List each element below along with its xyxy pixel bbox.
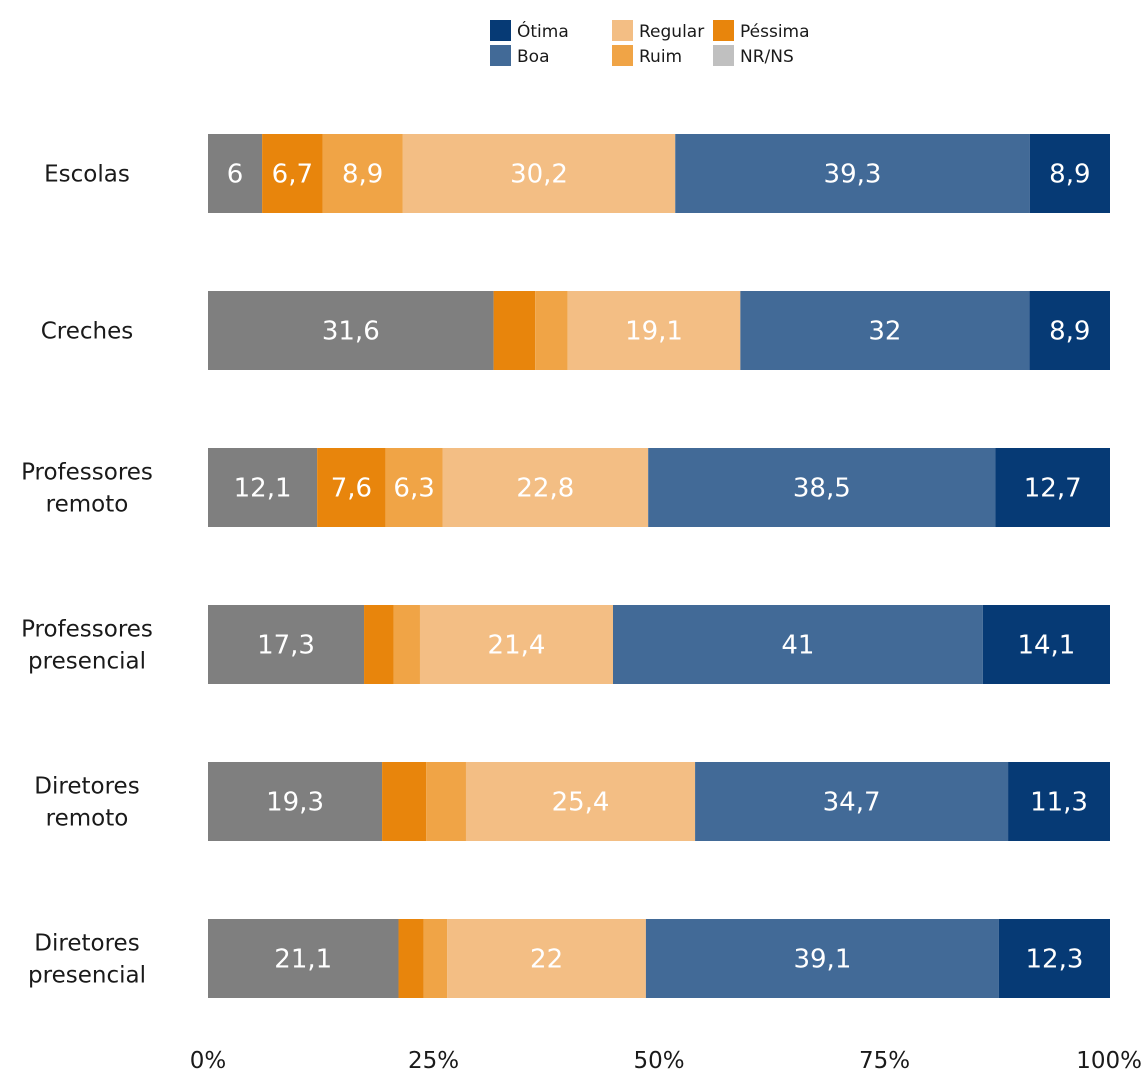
category-label-professores-presencial-line2: presencial [28,649,146,675]
bar-professores-presencial-pessima [364,605,394,684]
data-label-diretores-remoto-regular: 25,4 [552,788,610,818]
data-label-creches-nr-ns: 31,6 [322,317,380,347]
legend-label-regular: Regular [639,22,704,42]
data-label-professores-remoto-nr-ns: 12,1 [234,474,292,504]
bar-diretores-remoto-nr-ns [208,762,383,841]
bar-diretores-remoto-otima [1008,762,1110,841]
x-tick-label-25: 25% [408,1048,459,1074]
bar-diretores-remoto-ruim [426,762,466,841]
category-label-professores-remoto-line2: remoto [46,492,129,518]
x-tick-label-100: 100% [1076,1048,1142,1074]
data-label-escolas-nr-ns: 6 [227,160,244,190]
data-label-escolas-pessima: 6,7 [272,160,313,190]
x-tick-label-0: 0% [190,1048,227,1074]
bar-creches-pessima [493,291,536,370]
bar-escolas-ruim [322,134,403,213]
bar-escolas-boa [675,134,1030,213]
category-label-diretores-remoto-line1: Diretores [34,774,139,800]
data-label-professores-presencial-regular: 21,4 [488,631,546,661]
bar-creches-regular [567,291,741,370]
bar-professores-remoto-pessima [317,448,386,527]
bar-professores-remoto-nr-ns [208,448,318,527]
bar-professores-presencial-regular [419,605,613,684]
legend-swatch-regular [612,20,633,41]
data-label-diretores-remoto-boa: 34,7 [823,788,881,818]
legend-swatch-nr-ns [713,45,734,66]
x-tick-label-50: 50% [633,1048,684,1074]
data-label-escolas-otima: 8,9 [1049,160,1090,190]
bar-escolas-regular [402,134,676,213]
bar-diretores-presencial-regular [447,919,646,998]
data-label-escolas-regular: 30,2 [510,160,568,190]
data-label-professores-remoto-regular: 22,8 [516,474,574,504]
data-label-diretores-remoto-otima: 11,3 [1030,788,1088,818]
legend-swatch-ruim [612,45,633,66]
legend: Ótima Boa Regular Ruim Péssima NR/NS [490,20,810,67]
data-label-escolas-boa: 39,3 [824,160,882,190]
category-label-diretores-presencial-line2: presencial [28,963,146,989]
data-label-professores-remoto-ruim: 6,3 [393,474,434,504]
bar-diretores-remoto-regular [465,762,696,841]
data-label-diretores-presencial-boa: 39,1 [793,945,851,975]
bar-professores-remoto-boa [648,448,996,527]
x-axis: 0% 25% 50% 75% 100% [190,1048,1142,1074]
data-label-professores-presencial-boa: 41 [781,631,814,661]
bar-diretores-presencial-nr-ns [208,919,399,998]
data-label-creches-otima: 8,9 [1049,317,1090,347]
legend-label-pessima: Péssima [740,22,810,42]
bars: 6 6,7 8,9 30,2 39,3 8,9 31,6 19,1 32 8,9 12,1 7,6 6,… [208,134,1110,998]
bar-professores-presencial-nr-ns [208,605,365,684]
bar-diretores-presencial-otima [998,919,1110,998]
bar-creches-ruim [535,291,568,370]
data-label-professores-presencial-nr-ns: 17,3 [257,631,315,661]
legend-swatch-otima [490,20,511,41]
bar-professores-presencial-boa [612,605,983,684]
data-label-diretores-remoto-nr-ns: 19,3 [266,788,324,818]
data-label-diretores-presencial-regular: 22 [530,945,563,975]
bar-diretores-presencial-pessima [398,919,424,998]
data-label-professores-presencial-otima: 14,1 [1017,631,1075,661]
category-label-professores-presencial-line1: Professores [21,617,153,643]
bar-escolas-pessima [262,134,323,213]
bar-diretores-presencial-ruim [423,919,448,998]
x-tick-label-75: 75% [859,1048,910,1074]
data-label-creches-boa: 32 [868,317,901,347]
data-label-creches-regular: 19,1 [625,317,683,347]
bar-creches-nr-ns [208,291,494,370]
category-labels: Escolas Creches Professores remoto Professor… [21,162,153,989]
legend-label-ruim: Ruim [639,47,682,67]
bar-professores-remoto-ruim [385,448,443,527]
bar-professores-presencial-ruim [393,605,420,684]
bar-diretores-remoto-boa [695,762,1009,841]
bar-diretores-remoto-pessima [382,762,427,841]
legend-label-boa: Boa [517,47,549,67]
category-label-professores-remoto-line1: Professores [21,460,153,486]
legend-swatch-boa [490,45,511,66]
bar-escolas-otima [1029,134,1110,213]
category-label-creches: Creches [41,319,134,345]
data-label-diretores-presencial-nr-ns: 21,1 [274,945,332,975]
data-label-professores-remoto-pessima: 7,6 [331,474,372,504]
category-label-diretores-remoto-line2: remoto [46,806,129,832]
data-label-diretores-presencial-otima: 12,3 [1026,945,1084,975]
data-label-professores-remoto-otima: 12,7 [1024,474,1082,504]
bar-creches-boa [740,291,1030,370]
legend-swatch-pessima [713,20,734,41]
legend-label-nr-ns: NR/NS [740,47,794,67]
bar-escolas-nr-ns [208,134,263,213]
bar-professores-remoto-regular [442,448,649,527]
bar-diretores-presencial-boa [645,919,999,998]
data-label-professores-remoto-boa: 38,5 [793,474,851,504]
data-label-escolas-ruim: 8,9 [342,160,383,190]
category-label-escolas: Escolas [44,162,130,188]
bar-professores-presencial-otima [982,605,1110,684]
bar-creches-otima [1029,291,1110,370]
category-label-diretores-presencial-line1: Diretores [34,931,139,957]
bar-professores-remoto-otima [995,448,1110,527]
legend-label-otima: Ótima [517,20,569,42]
